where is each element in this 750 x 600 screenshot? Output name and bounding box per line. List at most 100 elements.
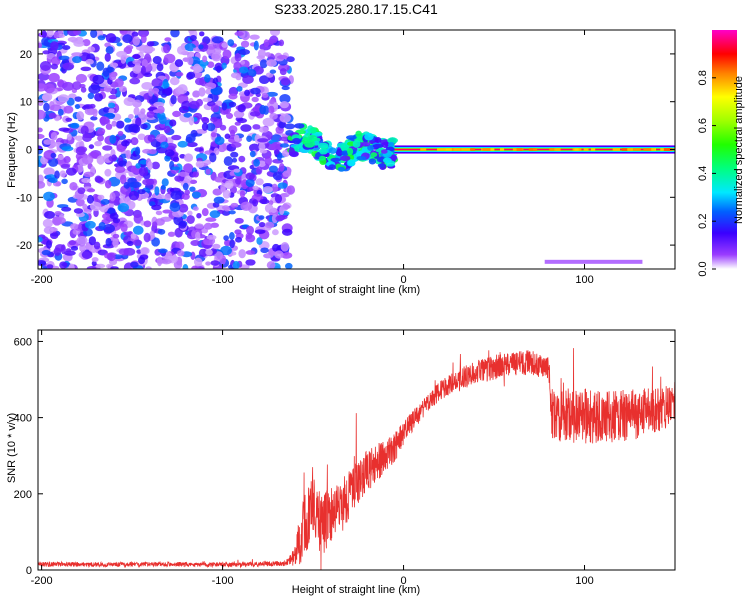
noise-blob: [75, 135, 83, 142]
snr-ytick-label: 400: [14, 413, 32, 425]
noise-region: [38, 30, 296, 269]
noise-blob: [161, 93, 167, 98]
noise-blob: [284, 123, 296, 130]
noise-blob: [198, 87, 206, 97]
noise-blob: [274, 194, 283, 204]
noise-blob: [264, 155, 272, 166]
carrier-line-speck: [621, 148, 631, 151]
noise-blob: [46, 264, 54, 269]
noise-blob: [43, 191, 55, 202]
noise-blob: [229, 239, 235, 249]
transition-blob: [292, 137, 302, 145]
noise-blob: [249, 143, 260, 153]
noise-blob: [116, 50, 128, 58]
noise-blob: [142, 178, 155, 186]
colorbar-tick-label: 0.0: [697, 261, 709, 276]
noise-blob: [75, 73, 87, 83]
noise-blob: [61, 146, 74, 152]
noise-blob: [112, 233, 120, 239]
noise-blob: [87, 92, 95, 100]
noise-blob: [184, 189, 191, 196]
noise-blob: [138, 166, 149, 177]
noise-blob: [258, 222, 266, 228]
noise-blob: [90, 201, 102, 212]
noise-blob: [174, 59, 184, 68]
noise-blob: [41, 30, 47, 39]
noise-blob: [105, 46, 114, 55]
noise-blob: [191, 191, 201, 199]
carrier-line-speck: [583, 148, 589, 151]
noise-blob: [191, 230, 197, 238]
noise-blob: [137, 189, 146, 195]
noise-blob: [268, 165, 279, 173]
noise-blob: [278, 39, 285, 47]
noise-blob: [286, 185, 296, 195]
noise-blob: [125, 149, 132, 160]
noise-blob: [38, 236, 43, 243]
noise-blob: [111, 154, 117, 161]
snr-xlabel: Height of straight line (km): [292, 584, 420, 596]
snr-ytick-label: 200: [14, 489, 32, 501]
noise-blob: [38, 72, 50, 81]
snr-frame: [37, 329, 676, 571]
transition-blob: [347, 159, 356, 167]
noise-blob: [65, 117, 73, 122]
noise-blob: [83, 171, 95, 178]
noise-blob: [192, 206, 199, 211]
noise-blob: [80, 66, 92, 72]
noise-blob: [57, 108, 64, 116]
noise-blob: [39, 60, 52, 71]
noise-blob: [272, 171, 283, 181]
noise-blob: [200, 117, 209, 122]
transition-blob: [372, 143, 384, 148]
noise-blob: [240, 40, 250, 48]
noise-blob: [38, 109, 46, 120]
noise-blob: [245, 250, 256, 255]
noise-blob: [86, 194, 95, 204]
noise-blob: [94, 93, 104, 102]
noise-blob: [286, 56, 295, 63]
noise-blob: [62, 45, 71, 50]
noise-blob: [222, 189, 231, 199]
noise-blob: [109, 212, 119, 220]
noise-blob: [73, 40, 85, 47]
noise-blob: [146, 111, 155, 118]
colorbar-ticks: 0.0 0.2 0.4 0.6 0.8: [697, 70, 716, 277]
noise-blob: [77, 187, 86, 195]
carrier-line-speck: [420, 148, 427, 151]
noise-blob: [65, 248, 72, 253]
noise-blob: [133, 213, 144, 224]
noise-blob: [85, 58, 94, 65]
noise-blob: [155, 133, 167, 143]
noise-blob: [280, 242, 290, 252]
noise-blob: [212, 188, 223, 196]
noise-blob: [260, 247, 269, 254]
transition-region: [286, 123, 399, 172]
colorbar-tick-label: 0.4: [697, 166, 709, 181]
noise-blob: [117, 203, 130, 213]
noise-blob: [228, 101, 237, 108]
noise-blob: [281, 228, 293, 236]
noise-blob: [132, 225, 144, 235]
noise-blob: [177, 84, 188, 95]
noise-blob: [169, 119, 177, 127]
noise-blob: [151, 237, 160, 247]
noise-blob: [50, 63, 59, 70]
transition-blob: [352, 139, 361, 148]
noise-blob: [183, 153, 194, 162]
noise-blob: [93, 241, 101, 250]
noise-blob: [103, 106, 110, 113]
noise-blob: [206, 234, 217, 240]
noise-blob: [169, 77, 180, 86]
noise-blob: [224, 133, 231, 140]
noise-blob: [114, 166, 126, 174]
noise-blob: [157, 248, 168, 254]
carrier-line-speck: [453, 148, 461, 151]
noise-blob: [107, 199, 119, 204]
noise-blob: [76, 111, 85, 121]
noise-blob: [279, 101, 290, 109]
noise-blob: [252, 124, 261, 130]
noise-blob: [246, 135, 253, 142]
noise-blob: [249, 34, 260, 40]
